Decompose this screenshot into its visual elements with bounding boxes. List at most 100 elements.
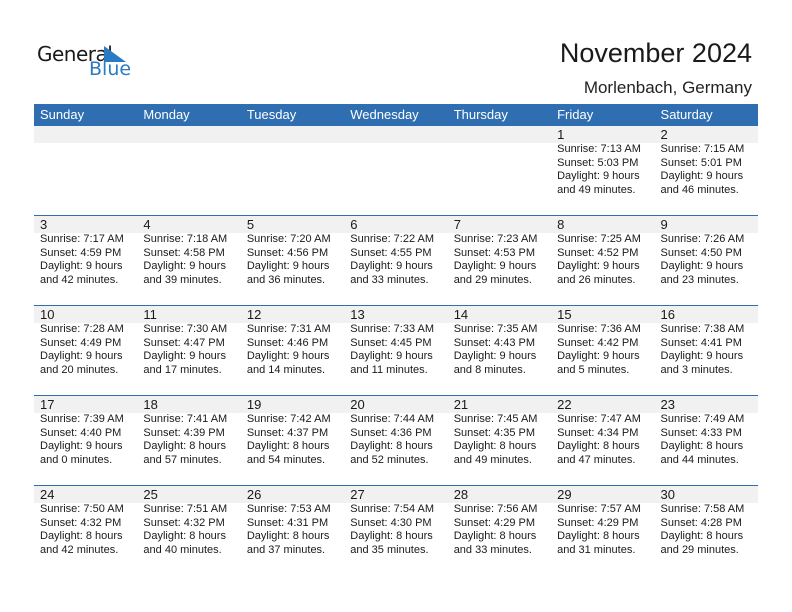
day-cell: 1 Sunrise: 7:13 AM Sunset: 5:03 PM Daylight… xyxy=(551,126,654,216)
day-number: 11 xyxy=(143,307,157,322)
day-number-band xyxy=(34,126,758,143)
weekday-tuesday: Tuesday xyxy=(246,107,297,122)
sunset-text: Sunset: 5:01 PM xyxy=(660,156,742,169)
daylight-text: and 33 minutes. xyxy=(453,543,532,556)
weekday-header: Sunday Monday Tuesday Wednesday Thursday Frid… xyxy=(34,104,758,126)
daylight-text: and 40 minutes. xyxy=(143,543,222,556)
sunrise-text: Sunrise: 7:45 AM xyxy=(453,413,538,425)
sunrise-text: Sunrise: 7:38 AM xyxy=(660,323,745,335)
sunrise-text: Sunrise: 7:20 AM xyxy=(246,233,331,245)
day-cell: 3 Sunrise: 7:17 AM Sunset: 4:59 PM Daylight… xyxy=(34,216,137,306)
weekday-saturday: Saturday xyxy=(660,107,713,122)
daylight-text: and 17 minutes. xyxy=(143,363,222,376)
daylight-text: Daylight: 9 hours xyxy=(453,260,537,272)
daylight-text: Daylight: 9 hours xyxy=(557,350,640,362)
sunrise-text: Sunrise: 7:25 AM xyxy=(557,233,641,245)
day-number-band xyxy=(34,396,758,413)
daylight-text: Daylight: 8 hours xyxy=(660,440,744,452)
sunset-text: Sunset: 4:56 PM xyxy=(246,246,329,259)
sunrise-text: Sunrise: 7:28 AM xyxy=(40,323,124,335)
day-cell: 6 Sunrise: 7:22 AM Sunset: 4:55 PM Daylight… xyxy=(344,216,447,306)
sunrise-text: Sunrise: 7:36 AM xyxy=(557,323,641,335)
day-cell: 2 Sunrise: 7:15 AM Sunset: 5:01 PM Daylight… xyxy=(655,126,758,216)
daylight-text: Daylight: 9 hours xyxy=(143,260,226,272)
sunrise-text: Sunrise: 7:44 AM xyxy=(350,413,435,425)
sunrise-text: Sunrise: 7:18 AM xyxy=(143,233,228,245)
day-cell: 29 Sunrise: 7:57 AM Sunset: 4:29 PM Dayligh… xyxy=(551,486,654,576)
sunrise-text: Sunrise: 7:41 AM xyxy=(143,413,228,425)
day-number: 20 xyxy=(350,397,365,412)
sunset-text: Sunset: 4:47 PM xyxy=(143,336,225,349)
daylight-text: and 20 minutes. xyxy=(40,363,119,376)
daylight-text: Daylight: 8 hours xyxy=(350,530,433,542)
day-cell: 7 Sunrise: 7:23 AM Sunset: 4:53 PM Daylight… xyxy=(448,216,551,306)
sunrise-text: Sunrise: 7:17 AM xyxy=(40,233,124,245)
sunrise-text: Sunrise: 7:49 AM xyxy=(660,413,745,425)
day-number: 9 xyxy=(660,217,668,232)
sunrise-text: Sunrise: 7:54 AM xyxy=(350,503,435,515)
daylight-text: Daylight: 8 hours xyxy=(660,530,744,542)
day-cell: 20 Sunrise: 7:44 AM Sunset: 4:36 PM Dayligh… xyxy=(344,396,447,486)
day-number: 4 xyxy=(143,217,151,232)
sunrise-text: Sunrise: 7:33 AM xyxy=(350,323,435,335)
sunrise-text: Sunrise: 7:22 AM xyxy=(350,233,435,245)
sunset-text: Sunset: 4:55 PM xyxy=(350,246,432,259)
sunset-text: Sunset: 4:45 PM xyxy=(350,336,432,349)
daylight-text: and 49 minutes. xyxy=(453,453,532,466)
sunset-text: Sunset: 4:32 PM xyxy=(143,516,225,529)
daylight-text: Daylight: 9 hours xyxy=(350,260,433,272)
day-number: 15 xyxy=(557,307,572,322)
weekday-wednesday: Wednesday xyxy=(350,107,419,122)
sunset-text: Sunset: 4:58 PM xyxy=(143,246,225,259)
daylight-text: and 31 minutes. xyxy=(557,543,636,556)
day-cell: 4 Sunrise: 7:18 AM Sunset: 4:58 PM Daylight… xyxy=(137,216,240,306)
daylight-text: and 42 minutes. xyxy=(40,543,119,556)
weekday-thursday: Thursday xyxy=(453,107,508,122)
week-row: 17 Sunrise: 7:39 AM Sunset: 4:40 PM Dayligh… xyxy=(34,395,758,486)
daylight-text: Daylight: 9 hours xyxy=(557,170,640,182)
day-cell: 28 Sunrise: 7:56 AM Sunset: 4:29 PM Dayligh… xyxy=(448,486,551,576)
sunrise-text: Sunrise: 7:26 AM xyxy=(660,233,745,245)
day-number: 2 xyxy=(660,127,668,142)
day-number: 29 xyxy=(557,487,572,502)
day-cell xyxy=(241,126,344,216)
sunrise-text: Sunrise: 7:30 AM xyxy=(143,323,228,335)
daylight-text: and 5 minutes. xyxy=(557,363,630,376)
daylight-text: and 37 minutes. xyxy=(246,543,326,556)
sunset-text: Sunset: 4:29 PM xyxy=(557,516,639,529)
sunrise-text: Sunrise: 7:58 AM xyxy=(660,503,745,515)
daylight-text: Daylight: 8 hours xyxy=(143,530,226,542)
daylight-text: Daylight: 8 hours xyxy=(246,440,330,452)
daylight-text: and 54 minutes. xyxy=(246,453,326,466)
sunrise-text: Sunrise: 7:57 AM xyxy=(557,503,641,515)
weekday-monday: Monday xyxy=(143,107,190,122)
daylight-text: and 35 minutes. xyxy=(350,543,429,556)
day-cell: 22 Sunrise: 7:47 AM Sunset: 4:34 PM Dayligh… xyxy=(551,396,654,486)
daylight-text: Daylight: 9 hours xyxy=(660,350,744,362)
day-cell: 18 Sunrise: 7:41 AM Sunset: 4:39 PM Dayligh… xyxy=(137,396,240,486)
day-number-band xyxy=(34,306,758,323)
daylight-text: and 33 minutes. xyxy=(350,273,429,286)
day-number: 1 xyxy=(557,127,565,142)
day-number: 27 xyxy=(350,487,365,502)
sunset-text: Sunset: 4:29 PM xyxy=(453,516,536,529)
sunset-text: Sunset: 4:40 PM xyxy=(40,426,122,439)
sunrise-text: Sunrise: 7:15 AM xyxy=(660,143,745,155)
day-number: 16 xyxy=(660,307,675,322)
daylight-text: and 42 minutes. xyxy=(40,273,119,286)
day-number: 28 xyxy=(453,487,469,502)
day-cell: 24 Sunrise: 7:50 AM Sunset: 4:32 PM Dayligh… xyxy=(34,486,137,576)
page-title: November 2024 xyxy=(559,38,752,68)
daylight-text: Daylight: 9 hours xyxy=(143,350,226,362)
week-row: 10 Sunrise: 7:28 AM Sunset: 4:49 PM Dayligh… xyxy=(34,305,758,396)
day-number: 23 xyxy=(660,397,675,412)
daylight-text: Daylight: 8 hours xyxy=(557,440,640,452)
daylight-text: and 3 minutes. xyxy=(660,363,733,376)
sunset-text: Sunset: 4:43 PM xyxy=(453,336,536,349)
day-number: 17 xyxy=(40,397,55,412)
daylight-text: Daylight: 8 hours xyxy=(143,440,226,452)
daylight-text: Daylight: 9 hours xyxy=(453,350,537,362)
day-cell: 12 Sunrise: 7:31 AM Sunset: 4:46 PM Dayligh… xyxy=(241,306,344,396)
daylight-text: Daylight: 9 hours xyxy=(246,260,330,272)
